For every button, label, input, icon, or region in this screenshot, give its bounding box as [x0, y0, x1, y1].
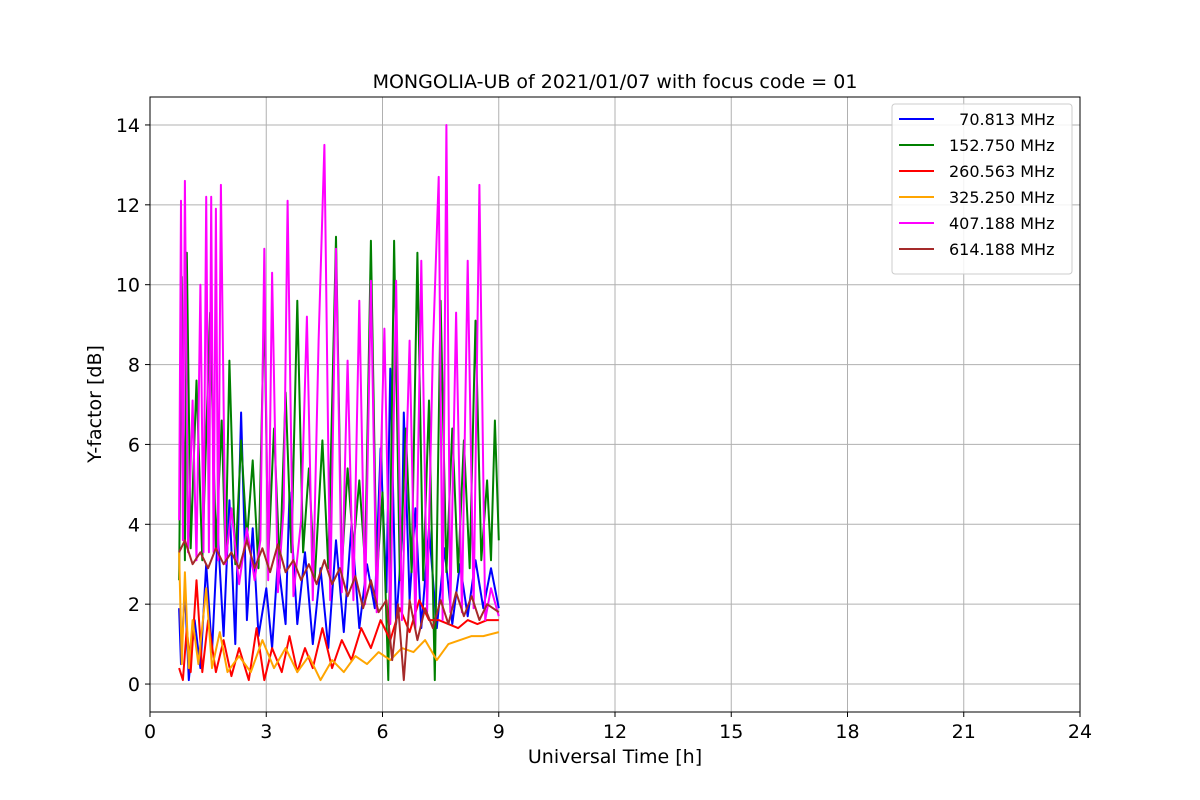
y-tick-label: 0 — [128, 674, 140, 696]
legend-label-2: 260.563 MHz — [949, 162, 1054, 181]
legend: 70.813 MHz 152.750 MHz 260.563 MHz 325.250 … — [891, 103, 1073, 275]
y-tick-label: 6 — [128, 434, 140, 456]
x-tick-label: 0 — [144, 721, 156, 743]
chart-title: MONGOLIA-UB of 2021/01/07 with focus cod… — [373, 71, 858, 93]
y-tick-label: 14 — [116, 115, 140, 137]
y-tick-label: 8 — [128, 355, 140, 377]
legend-label-5: 614.188 MHz — [949, 240, 1054, 259]
y-tick-label: 4 — [128, 514, 140, 536]
x-tick-label: 9 — [493, 721, 505, 743]
y-tick-label: 10 — [116, 275, 140, 297]
legend-label-4: 407.188 MHz — [949, 214, 1054, 233]
legend-box — [891, 103, 1073, 275]
series-line-5 — [178, 539, 500, 682]
x-axis: 0 3 6 9 12 15 18 21 24 — [144, 712, 1092, 743]
series-line-4 — [178, 124, 500, 630]
x-axis-label: Universal Time [h] — [528, 746, 702, 768]
y-tick-label: 12 — [116, 195, 140, 217]
x-tick-label: 6 — [376, 721, 388, 743]
x-tick-label: 21 — [952, 721, 976, 743]
series-line-0 — [178, 367, 500, 682]
legend-label-0: 70.813 MHz — [949, 110, 1054, 129]
series-line-3 — [178, 552, 500, 682]
y-axis-label: Y-factor [dB] — [84, 345, 106, 464]
x-tick-label: 12 — [603, 721, 627, 743]
x-tick-label: 15 — [719, 721, 743, 743]
y-tick-label: 2 — [128, 594, 140, 616]
x-tick-label: 3 — [260, 721, 272, 743]
series-layer — [178, 124, 500, 682]
x-tick-label: 18 — [835, 721, 859, 743]
y-axis: 0 2 4 6 8 10 12 14 — [116, 115, 150, 696]
x-tick-label: 24 — [1068, 721, 1092, 743]
legend-label-1: 152.750 MHz — [949, 136, 1054, 155]
legend-label-3: 325.250 MHz — [949, 188, 1054, 207]
